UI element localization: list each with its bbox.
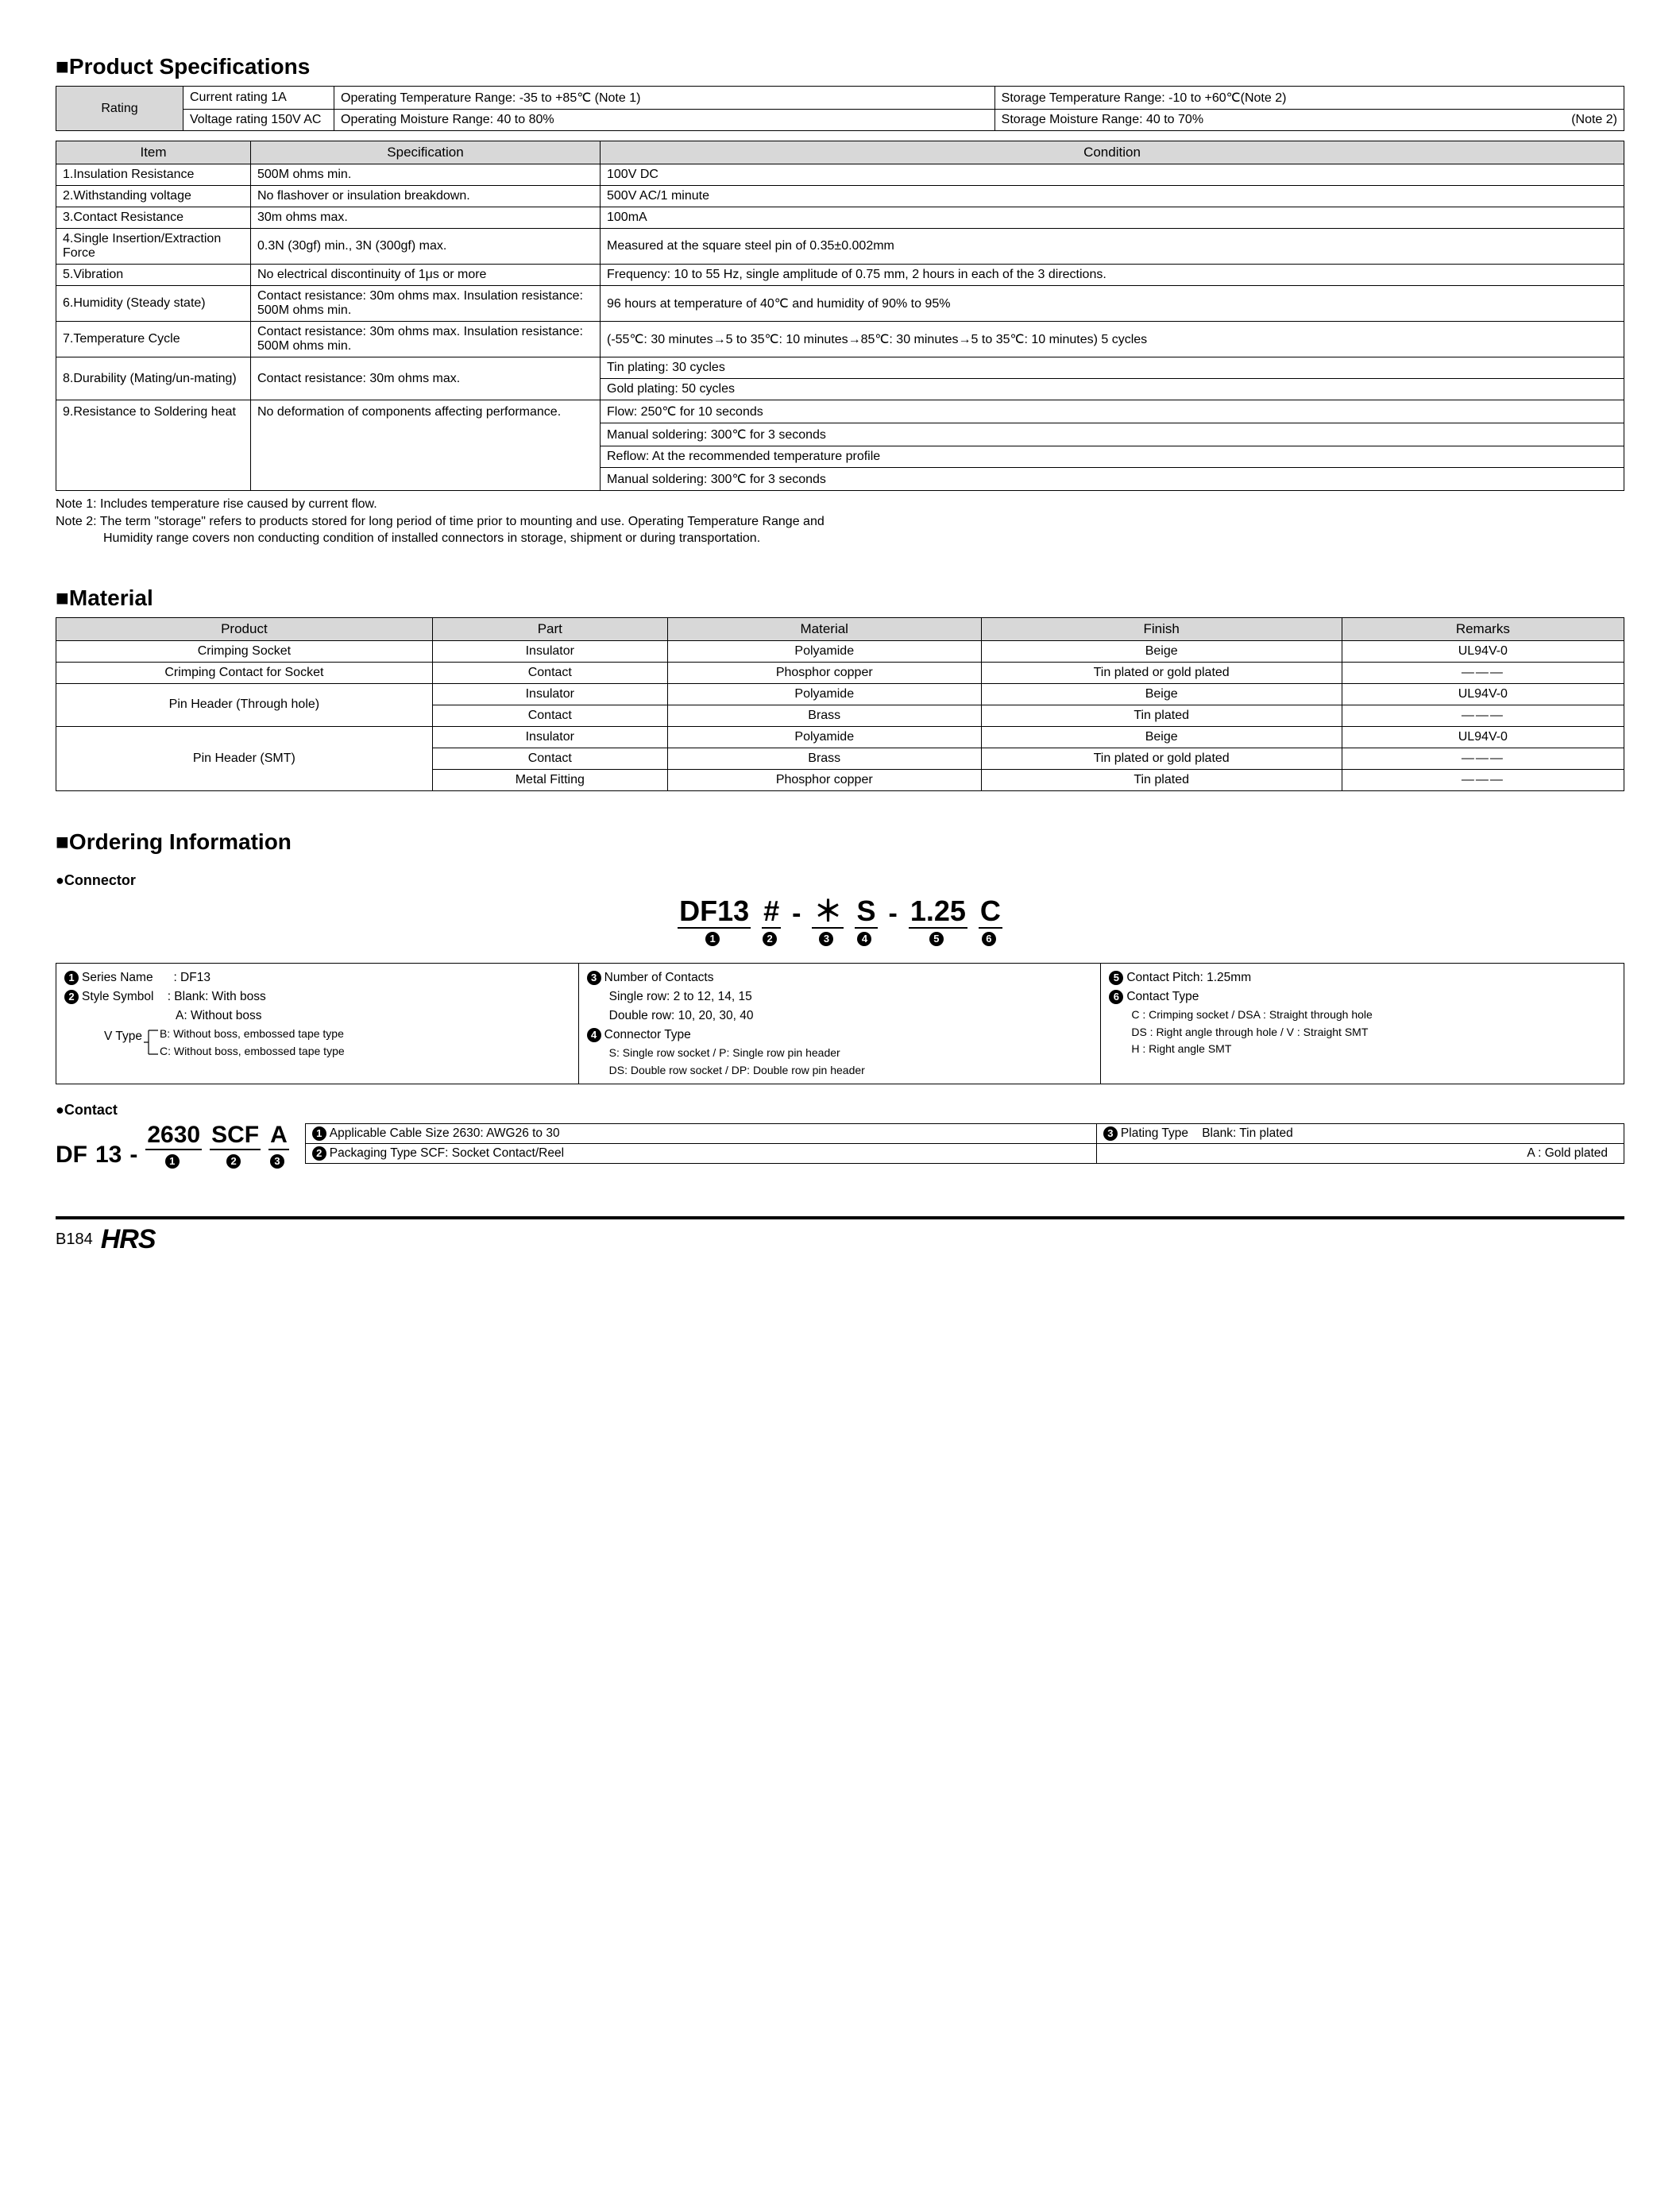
- table-row: Pin Header (SMT)InsulatorPolyamideBeigeU…: [56, 726, 1624, 748]
- stmoist-text: Storage Moisture Range: 40 to 70%: [1002, 113, 1203, 126]
- section-title-ordering: ■Ordering Information: [56, 829, 1624, 855]
- vtype-label: V Type: [104, 1026, 142, 1046]
- dash-icon: -: [889, 898, 898, 947]
- spec-h-cond: Condition: [601, 141, 1624, 164]
- section-title-material: ■Material: [56, 585, 1624, 611]
- code-seg-3: ＊: [812, 897, 844, 929]
- table-row: 6.Humidity (Steady state)Contact resista…: [56, 286, 1624, 322]
- spec-h-spec: Specification: [251, 141, 601, 164]
- table-row: 9.Resistance to Soldering heat No deform…: [56, 400, 1624, 423]
- ordering-col-3: 5Contact Pitch: 1.25mm 6Contact Type C :…: [1101, 964, 1624, 1084]
- table-row: 4.Single Insertion/Extraction Force0.3N …: [56, 229, 1624, 265]
- rating-voltage: Voltage rating 150V AC: [183, 110, 334, 131]
- rating-table: Rating Current rating 1A Operating Tempe…: [56, 86, 1624, 131]
- ordering-col-1: 1Series Name : DF13 2Style Symbol : Blan…: [56, 964, 579, 1084]
- note-1: Note 1: Includes temperature rise caused…: [56, 496, 1624, 513]
- rating-optemp: Operating Temperature Range: -35 to +85℃…: [334, 87, 995, 110]
- stmoist-note: (Note 2): [1571, 113, 1617, 127]
- rating-sttemp: Storage Temperature Range: -10 to +60℃(N…: [994, 87, 1624, 110]
- rating-current: Current rating 1A: [183, 87, 334, 110]
- contact-seg-3: A: [268, 1123, 289, 1150]
- table-row: 3.Contact Resistance30m ohms max.100mA: [56, 207, 1624, 229]
- rating-opmoist: Operating Moisture Range: 40 to 80%: [334, 110, 995, 131]
- page-footer: B184 HRS: [56, 1216, 1624, 1255]
- code-seg-5: 1.25: [909, 897, 967, 929]
- table-row: 5.VibrationNo electrical discontinuity o…: [56, 265, 1624, 286]
- spec-table: Item Specification Condition 1.Insulatio…: [56, 141, 1624, 491]
- contact-info-box: 1Applicable Cable Size 2630: AWG26 to 30…: [305, 1123, 1624, 1164]
- connector-ordering-code: DF131 #2 - ＊3 S4 - 1.255 C6: [56, 897, 1624, 947]
- contact-seg-2: SCF: [210, 1123, 261, 1150]
- ordering-grid: 1Series Name : DF13 2Style Symbol : Blan…: [56, 963, 1624, 1084]
- table-row: Crimping SocketInsulatorPolyamideBeigeUL…: [56, 640, 1624, 662]
- connector-subhead: ●Connector: [56, 872, 1624, 889]
- code-seg-2: #: [762, 897, 781, 929]
- dash-icon: -: [792, 898, 801, 947]
- table-row: 2.Withstanding voltageNo flashover or in…: [56, 186, 1624, 207]
- table-row: 7.Temperature CycleContact resistance: 3…: [56, 322, 1624, 357]
- code-seg-1: DF13: [678, 897, 751, 929]
- code-seg-4: S: [855, 897, 877, 929]
- code-seg-6: C: [979, 897, 1002, 929]
- bracket-icon: [142, 1026, 160, 1059]
- spec-h-item: Item: [56, 141, 251, 164]
- table-row: 8.Durability (Mating/un-mating) Contact …: [56, 357, 1624, 379]
- note-2b: Humidity range covers non conducting con…: [56, 530, 1624, 547]
- rating-stmoist: Storage Moisture Range: 40 to 70% (Note …: [994, 110, 1624, 131]
- table-row: Crimping Contact for SocketContactPhosph…: [56, 662, 1624, 683]
- notes-block: Note 1: Includes temperature rise caused…: [56, 496, 1624, 547]
- note-2a: Note 2: The term "storage" refers to pro…: [56, 513, 1624, 531]
- contact-ordering-row: DF 13 - 26301 SCF2 A3 1Applicable Cable …: [56, 1123, 1624, 1169]
- section-title-specs: ■Product Specifications: [56, 54, 1624, 79]
- page-number: B184: [56, 1231, 93, 1249]
- contact-code: DF 13 - 26301 SCF2 A3: [56, 1123, 289, 1169]
- contact-seg-1: 2630: [145, 1123, 202, 1150]
- contact-subhead: ●Contact: [56, 1102, 1624, 1119]
- material-table: Product Part Material Finish Remarks Cri…: [56, 617, 1624, 791]
- rating-label: Rating: [56, 87, 183, 131]
- table-row: Pin Header (Through hole)InsulatorPolyam…: [56, 683, 1624, 705]
- hrs-logo: HRS: [101, 1224, 156, 1255]
- table-row: 1.Insulation Resistance500M ohms min.100…: [56, 164, 1624, 186]
- ordering-col-2: 3Number of Contacts Single row: 2 to 12,…: [579, 964, 1102, 1084]
